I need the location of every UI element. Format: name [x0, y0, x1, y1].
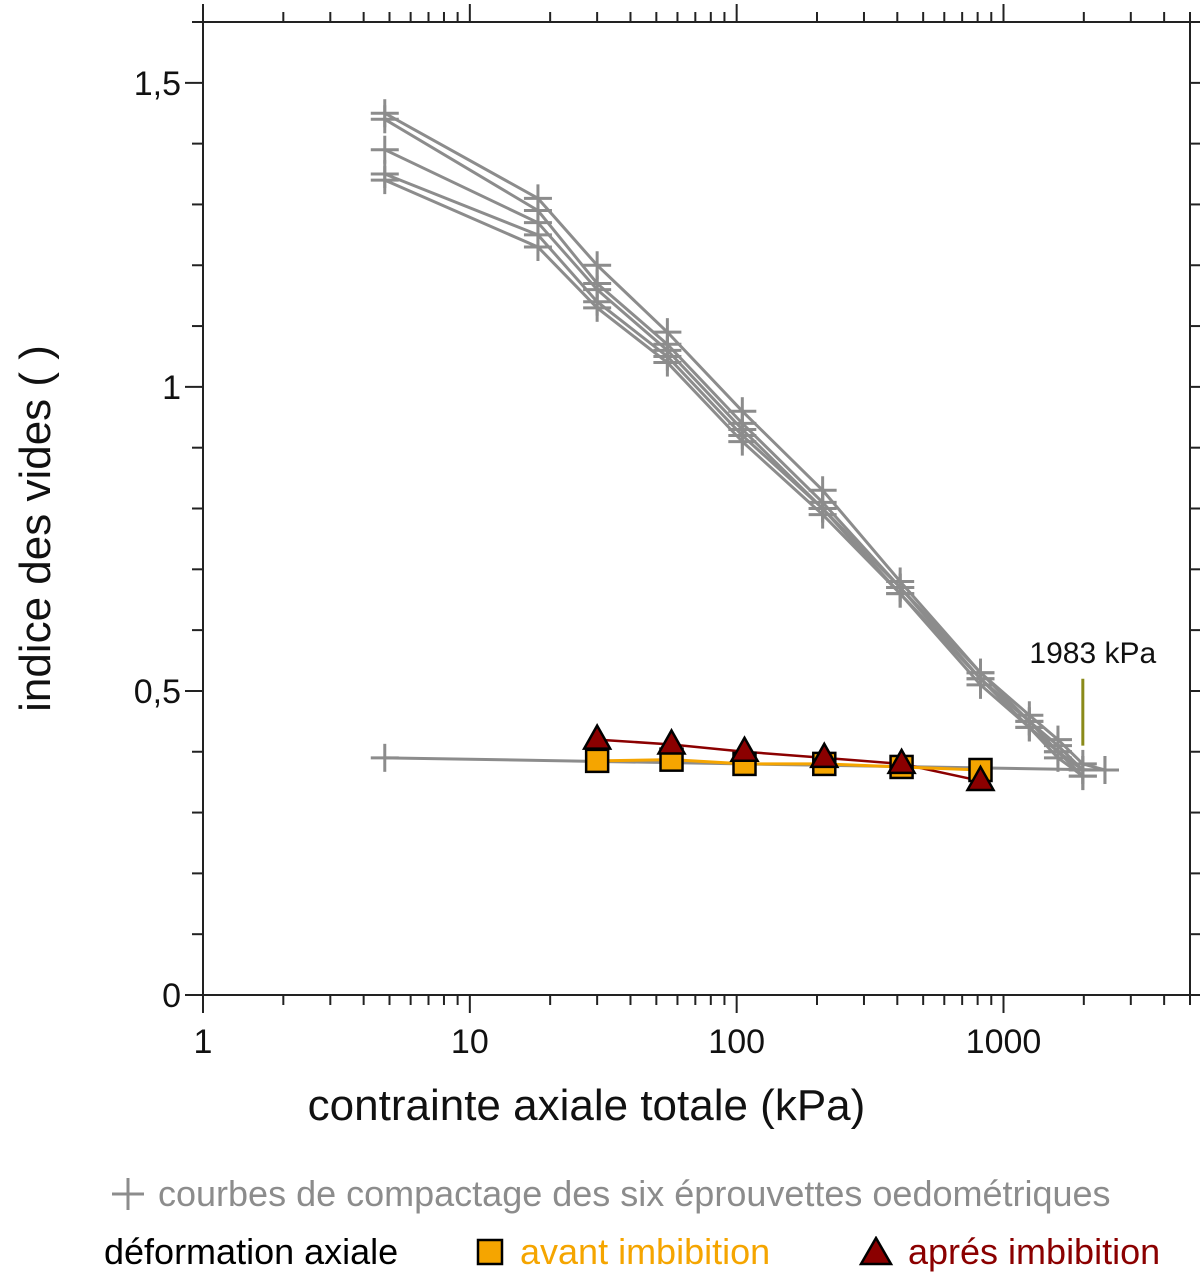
legend-deformation-label: déformation axiale [104, 1231, 399, 1272]
triangle-marker-icon [858, 1236, 894, 1266]
compaction-point [583, 293, 612, 322]
x-axis-label: contrainte axiale totale (kPa) [308, 1081, 866, 1130]
chart: contrainte axiale totale (kPa) indice de… [11, 4, 1200, 1130]
series-after-point [809, 741, 840, 769]
x-tick-label: 100 [708, 1023, 765, 1061]
compaction-point [370, 135, 399, 164]
labels: contrainte axiale totale (kPa) indice de… [11, 65, 1157, 1130]
y-tick-label: 1 [162, 369, 181, 407]
compaction-point [886, 579, 915, 608]
legend-row-compaction: courbes de compactage des six éprouvette… [0, 1172, 1200, 1216]
compaction-point [523, 233, 552, 262]
x-tick-label: 1 [194, 1023, 213, 1061]
x-tick-label: 10 [451, 1023, 489, 1061]
compaction-point [728, 427, 757, 456]
compaction-point [1015, 713, 1044, 742]
legend-before-label: avant imbibition [520, 1231, 771, 1272]
legend-after-label: aprés imbibition [908, 1231, 1161, 1272]
series-after-point [886, 747, 917, 775]
compaction-point [1043, 743, 1072, 772]
plot-frame [202, 21, 1191, 996]
series-after-point [729, 735, 760, 762]
plot-area [370, 99, 1119, 792]
y-tick-label: 0 [162, 977, 181, 1015]
compaction-point [370, 166, 399, 195]
compaction-point [653, 348, 682, 377]
compaction-point [370, 105, 399, 134]
series-after-point [581, 723, 613, 750]
compaction-point [966, 670, 995, 699]
y-tick-label: 0,5 [134, 673, 181, 711]
legend-compaction-label: courbes de compactage des six éprouvette… [158, 1173, 1111, 1214]
series-after-point [965, 764, 996, 792]
compaction-point [1090, 755, 1119, 784]
series-before-point [584, 748, 610, 774]
annotation-label: 1983 kPa [1029, 637, 1156, 670]
compaction-curve-line [384, 178, 1084, 778]
y-axis-label: indice des vides ( ) [11, 345, 60, 712]
y-tick-label: 1,5 [134, 65, 181, 103]
series-after-point [656, 727, 687, 755]
compaction-point [808, 500, 837, 529]
x-tick-label: 1000 [966, 1023, 1042, 1061]
square-marker-icon [476, 1238, 504, 1266]
compaction-point [1068, 762, 1097, 791]
plus-marker-icon [112, 1178, 144, 1210]
series-before-line [597, 758, 981, 772]
axes [185, 4, 1200, 1013]
compaction-point [370, 743, 399, 772]
compaction-curve-line [384, 111, 1106, 772]
legend-row-deformation: déformation axiale avant imbibition apré… [0, 1230, 1200, 1274]
